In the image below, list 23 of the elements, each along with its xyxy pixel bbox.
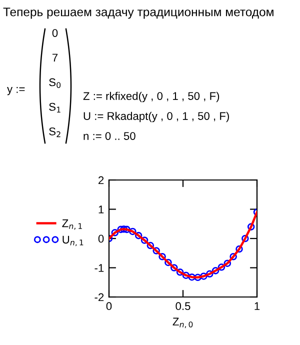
x-tick-label: 1 bbox=[254, 302, 260, 310]
text: S$_{2}$ bbox=[49, 127, 60, 138]
text: 0 bbox=[56, 82, 61, 88]
text: 0 bbox=[52, 29, 58, 37]
y-tick-label: 0 bbox=[98, 234, 104, 243]
legend-label: Z$_{n,1}$ bbox=[62, 219, 82, 230]
y-tick-label: -1 bbox=[94, 264, 104, 272]
text: n := 0 .. 50 bbox=[84, 132, 136, 140]
text: y := bbox=[7, 87, 25, 96]
text: 7 bbox=[52, 54, 58, 62]
text: S bbox=[49, 78, 56, 86]
legend-label: U$_{n,1}$ bbox=[62, 236, 84, 246]
chart-title: Теперь решаем задачу традиционным методом bbox=[3, 8, 274, 19]
line-series bbox=[109, 211, 257, 279]
text: Z := rkfixed(y , 0 , 1 , 50 , F) bbox=[83, 92, 220, 102]
x-tick-label: 0.5 bbox=[176, 302, 190, 310]
y-tick-label: 2 bbox=[98, 176, 104, 184]
x-tick-label: 0 bbox=[106, 302, 112, 310]
x-axis-title: Z$_{n,0}$ bbox=[172, 318, 193, 328]
y-tick-label: -2 bbox=[94, 293, 104, 302]
text: U := Rkadapt(y , 0 , 1 , 50 , F) bbox=[84, 112, 229, 122]
text: S$_{1}$ bbox=[49, 102, 60, 112]
y-tick-label: 1 bbox=[98, 206, 104, 214]
